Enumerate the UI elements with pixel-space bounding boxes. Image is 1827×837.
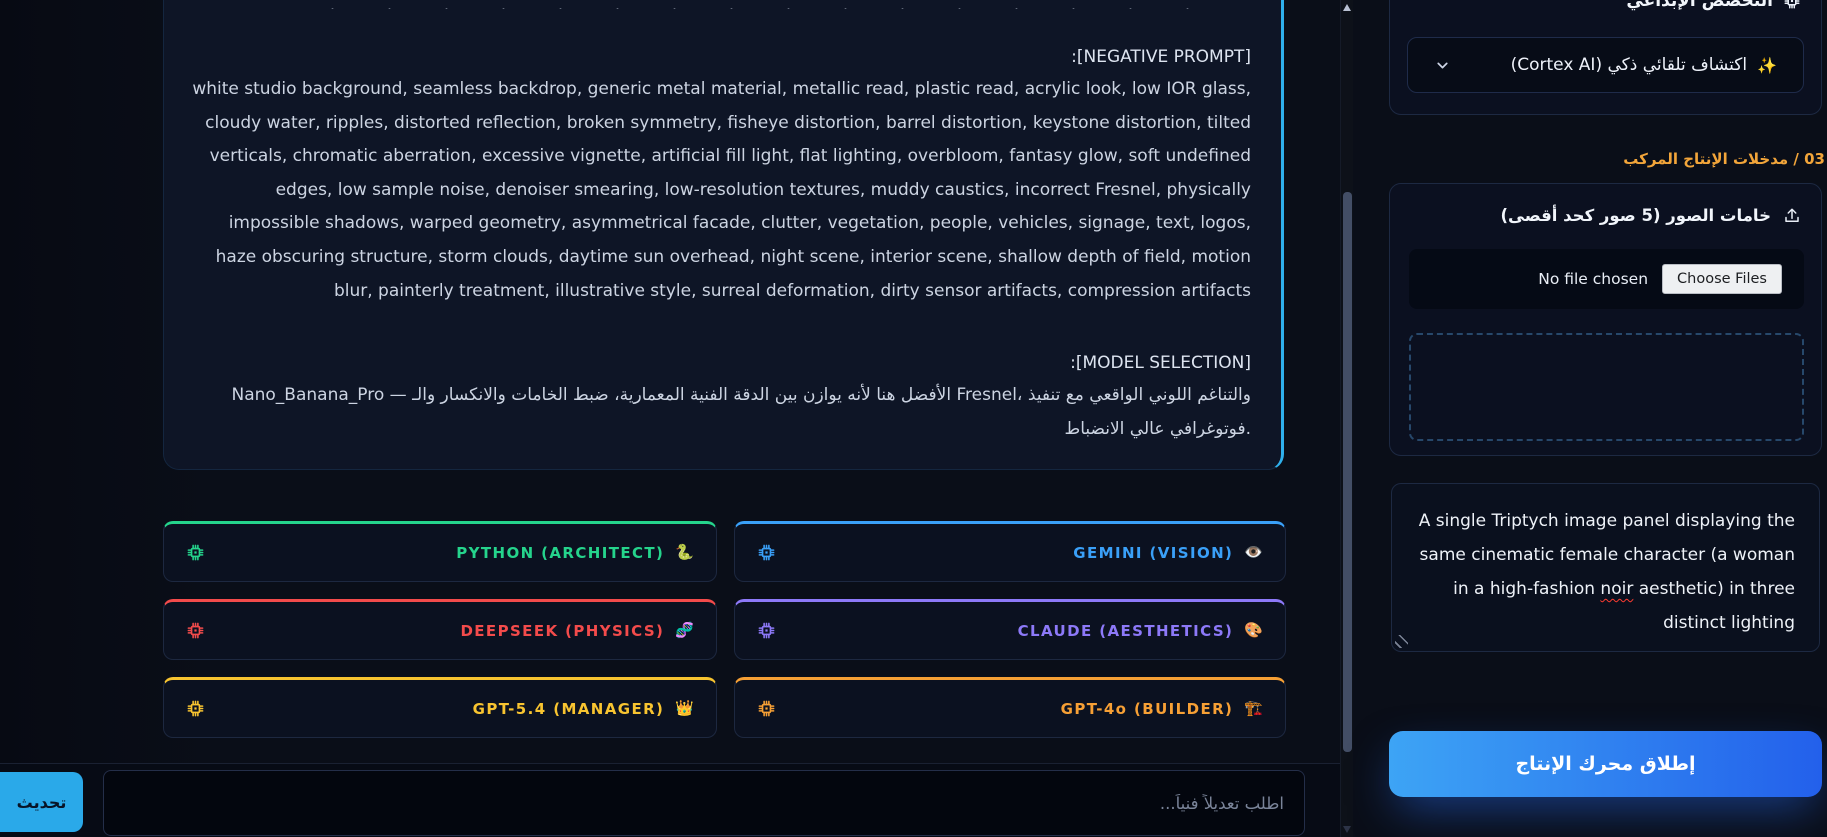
control-sidebar: التخصص الإبداعي ✨ اكتشاف تلقائي ذكي (Cor… bbox=[1389, 0, 1825, 837]
agents-grid: PYTHON (ARCHITECT) 🐍 GEMINI (VISION) 👁️ … bbox=[163, 521, 1286, 738]
specialization-title-row: التخصص الإبداعي bbox=[1626, 0, 1801, 11]
agent-label: DEEPSEEK (PHYSICS) bbox=[460, 621, 665, 640]
negative-prompt-text: white studio background, seamless backdr… bbox=[192, 79, 1251, 301]
composite-inputs-section-header: 03 / مدخلات الإنتاج المركب bbox=[1623, 150, 1825, 168]
chevron-down-icon bbox=[1434, 57, 1451, 74]
cpu-chip-icon bbox=[186, 699, 205, 718]
cpu-chip-icon bbox=[186, 543, 205, 562]
palette-icon: 🎨 bbox=[1244, 621, 1263, 639]
agent-label-group: GPT-4o (BUILDER) 🏗️ bbox=[1061, 700, 1263, 718]
scrollbar-thumb[interactable] bbox=[1343, 192, 1352, 752]
mode-dropdown-value: اكتشاف تلقائي ذكي (Cortex AI) bbox=[1510, 55, 1748, 75]
scrollbar-down-arrow-icon[interactable] bbox=[1343, 826, 1351, 833]
file-input[interactable]: No file chosen Choose Files bbox=[1409, 249, 1804, 309]
agent-label: GPT-4o (BUILDER) bbox=[1060, 699, 1234, 718]
upload-icon bbox=[1783, 207, 1801, 225]
prompt-textarea[interactable]: A single Triptych image panel displaying… bbox=[1391, 483, 1820, 652]
cpu-chip-icon bbox=[757, 699, 776, 718]
model-selection-header: [MODEL SELECTION]: bbox=[1070, 353, 1251, 373]
model-selection-text: Nano_Banana_Pro — الأفضل هنا لأنه يوازن … bbox=[231, 385, 1252, 439]
agent-button-gemini-vision[interactable]: GEMINI (VISION) 👁️ bbox=[734, 521, 1286, 582]
launch-engine-button[interactable]: إطلاق محرك الإنتاج bbox=[1389, 731, 1822, 797]
image-upload-card: خامات الصور (5 صور كحد أقصى) No file cho… bbox=[1389, 183, 1822, 456]
agent-button-python-architect[interactable]: PYTHON (ARCHITECT) 🐍 bbox=[163, 521, 717, 582]
agent-label-group: GPT-5.4 (MANAGER) 👑 bbox=[473, 700, 694, 718]
sparkles-icon: ✨ bbox=[1757, 55, 1777, 75]
prompt-text-before: A single Triptych image panel displaying… bbox=[1418, 511, 1795, 599]
agent-button-deepseek-physics[interactable]: DEEPSEEK (PHYSICS) 🧬 bbox=[163, 599, 717, 660]
agent-button-gpt4o-builder[interactable]: GPT-4o (BUILDER) 🏗️ bbox=[734, 677, 1286, 738]
mode-dropdown[interactable]: ✨ اكتشاف تلقائي ذكي (Cortex AI) bbox=[1407, 37, 1804, 93]
prompt-text-after: aesthetic) in three distinct lighting bbox=[1633, 579, 1795, 633]
cpu-chip-icon bbox=[757, 621, 776, 640]
choose-files-button[interactable]: Choose Files bbox=[1662, 264, 1782, 294]
file-status-text: No file chosen bbox=[1538, 270, 1649, 288]
agent-button-gpt54-manager[interactable]: GPT-5.4 (MANAGER) 👑 bbox=[163, 677, 717, 738]
update-button[interactable]: تحديث bbox=[0, 772, 83, 832]
chip-icon bbox=[1783, 0, 1801, 10]
agent-label: GEMINI (VISION) bbox=[1073, 543, 1234, 562]
negative-prompt-header: [NEGATIVE PROMPT]: bbox=[1071, 47, 1251, 67]
eye-icon: 👁️ bbox=[1244, 543, 1263, 561]
agent-label-group: PYTHON (ARCHITECT) 🐍 bbox=[456, 544, 694, 562]
crown-icon: 👑 bbox=[675, 699, 694, 717]
agent-label-group: GEMINI (VISION) 👁️ bbox=[1073, 544, 1263, 562]
agent-label: CLAUDE (AESTHETICS) bbox=[1017, 621, 1234, 640]
chat-bar: تحديث bbox=[0, 763, 1340, 837]
vertical-scrollbar[interactable] bbox=[1340, 0, 1353, 837]
dna-icon: 🧬 bbox=[675, 621, 694, 639]
specialization-card: التخصص الإبداعي ✨ اكتشاف تلقائي ذكي (Cor… bbox=[1389, 0, 1822, 115]
textarea-resize-handle[interactable] bbox=[1395, 635, 1408, 648]
scrollbar-up-arrow-icon[interactable] bbox=[1343, 4, 1351, 11]
cpu-chip-icon bbox=[186, 621, 205, 640]
feedback-input[interactable] bbox=[103, 770, 1305, 836]
building-construction-icon: 🏗️ bbox=[1244, 699, 1263, 717]
upload-title-row: خامات الصور (5 صور كحد أقصى) bbox=[1500, 206, 1801, 225]
snake-icon: 🐍 bbox=[675, 543, 694, 561]
agent-label: GPT-5.4 (MANAGER) bbox=[472, 699, 665, 718]
specialization-title: التخصص الإبداعي bbox=[1626, 0, 1773, 11]
mode-dropdown-value-group: ✨ اكتشاف تلقائي ذكي (Cortex AI) bbox=[1511, 55, 1777, 75]
agent-label: PYTHON (ARCHITECT) bbox=[456, 543, 665, 562]
image-dropzone[interactable] bbox=[1409, 333, 1804, 441]
prompt-text-misspelled: noir bbox=[1600, 579, 1634, 599]
agent-label-group: DEEPSEEK (PHYSICS) 🧬 bbox=[460, 622, 694, 640]
agent-label-group: CLAUDE (AESTHETICS) 🎨 bbox=[1018, 622, 1263, 640]
agent-button-claude-aesthetics[interactable]: CLAUDE (AESTHETICS) 🎨 bbox=[734, 599, 1286, 660]
prompt-output-panel: [NEGATIVE PROMPT]: white studio backgrou… bbox=[163, 0, 1284, 470]
cpu-chip-icon bbox=[757, 543, 776, 562]
cropped-text-line bbox=[284, 1, 1204, 9]
upload-title: خامات الصور (5 صور كحد أقصى) bbox=[1500, 206, 1771, 225]
